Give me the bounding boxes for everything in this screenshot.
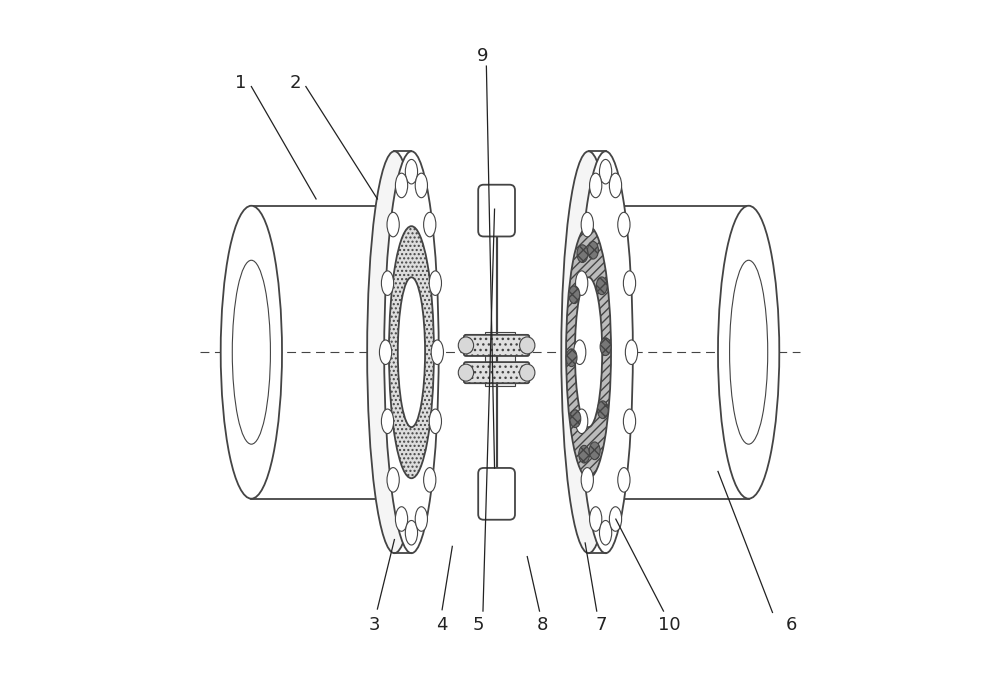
Ellipse shape — [232, 260, 270, 444]
Ellipse shape — [599, 521, 612, 545]
Ellipse shape — [581, 468, 593, 492]
Ellipse shape — [589, 442, 600, 460]
Ellipse shape — [389, 226, 434, 478]
Text: 9: 9 — [477, 47, 489, 65]
Ellipse shape — [387, 468, 399, 492]
Ellipse shape — [367, 151, 422, 553]
Ellipse shape — [561, 151, 616, 553]
Ellipse shape — [379, 340, 392, 365]
Ellipse shape — [395, 507, 408, 531]
Ellipse shape — [395, 173, 408, 198]
Ellipse shape — [625, 340, 638, 365]
Ellipse shape — [574, 340, 586, 365]
Ellipse shape — [566, 226, 611, 478]
Ellipse shape — [623, 409, 636, 434]
Ellipse shape — [520, 364, 535, 381]
Ellipse shape — [429, 409, 441, 434]
Text: 7: 7 — [595, 616, 607, 633]
Ellipse shape — [590, 507, 602, 531]
Ellipse shape — [415, 173, 427, 198]
FancyBboxPatch shape — [464, 335, 529, 356]
Text: 6: 6 — [786, 616, 797, 633]
Ellipse shape — [405, 159, 418, 184]
Ellipse shape — [609, 173, 622, 198]
Ellipse shape — [618, 468, 630, 492]
Ellipse shape — [520, 337, 535, 354]
Ellipse shape — [570, 410, 581, 428]
Ellipse shape — [577, 245, 588, 263]
FancyBboxPatch shape — [478, 185, 515, 237]
Ellipse shape — [579, 445, 590, 463]
Ellipse shape — [569, 286, 580, 304]
Bar — [485, 332, 515, 386]
Ellipse shape — [458, 337, 474, 354]
Ellipse shape — [424, 212, 436, 237]
Ellipse shape — [566, 349, 577, 367]
Ellipse shape — [221, 206, 282, 499]
Ellipse shape — [718, 206, 779, 499]
FancyBboxPatch shape — [478, 468, 515, 520]
FancyBboxPatch shape — [464, 362, 529, 383]
Text: 2: 2 — [290, 74, 301, 92]
Ellipse shape — [415, 507, 427, 531]
Ellipse shape — [398, 277, 425, 427]
Text: 3: 3 — [368, 616, 380, 633]
Ellipse shape — [618, 212, 630, 237]
Text: 4: 4 — [436, 616, 448, 633]
Ellipse shape — [581, 212, 593, 237]
Ellipse shape — [590, 173, 602, 198]
Ellipse shape — [730, 260, 768, 444]
Ellipse shape — [576, 409, 588, 434]
Ellipse shape — [387, 212, 399, 237]
Ellipse shape — [588, 241, 598, 259]
Ellipse shape — [429, 271, 441, 295]
Ellipse shape — [381, 271, 394, 295]
Text: 1: 1 — [235, 74, 247, 92]
Text: 8: 8 — [537, 616, 548, 633]
Ellipse shape — [609, 507, 622, 531]
Text: 5: 5 — [472, 616, 484, 633]
Ellipse shape — [424, 468, 436, 492]
Ellipse shape — [596, 277, 607, 295]
Ellipse shape — [623, 271, 636, 295]
Ellipse shape — [576, 271, 588, 295]
Ellipse shape — [381, 409, 394, 434]
Ellipse shape — [575, 277, 602, 427]
Ellipse shape — [600, 338, 611, 356]
Ellipse shape — [431, 340, 443, 365]
Ellipse shape — [384, 151, 439, 553]
Ellipse shape — [458, 364, 474, 381]
Ellipse shape — [597, 401, 608, 419]
Ellipse shape — [405, 521, 418, 545]
Text: 10: 10 — [658, 616, 680, 633]
Ellipse shape — [599, 159, 612, 184]
Ellipse shape — [578, 151, 633, 553]
